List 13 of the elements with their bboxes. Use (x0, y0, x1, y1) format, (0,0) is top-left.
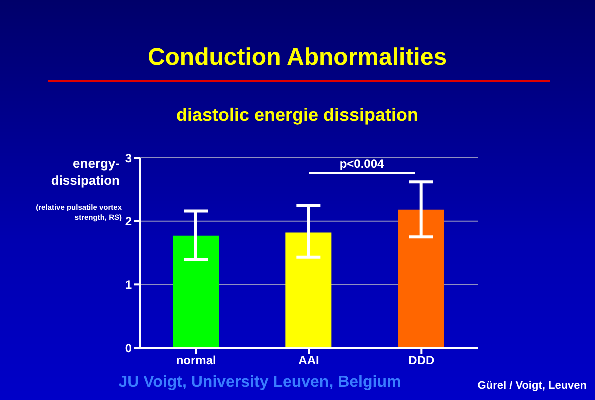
x-tick-label: normal (176, 354, 216, 368)
text: JU Voigt, University Leuven, Belgium (118, 374, 402, 392)
y-tick-label: 0 (125, 341, 132, 356)
x-tick-label: DDD (408, 354, 435, 368)
text: Gürel / Voigt, Leuven (478, 380, 587, 392)
chart-title: Conduction Abnormalities (146, 44, 448, 72)
y-axis-title: energy-dissipation (50, 155, 120, 189)
y-tick-label: 2 (125, 214, 132, 229)
y-tick-label: 3 (125, 151, 132, 166)
x-tick-label: AAI (298, 354, 320, 368)
annotation: p<0.004 (338, 157, 386, 171)
y-tick-label: 1 (125, 278, 132, 292)
chart-subtitle: diastolic energie dissipation (175, 105, 420, 126)
